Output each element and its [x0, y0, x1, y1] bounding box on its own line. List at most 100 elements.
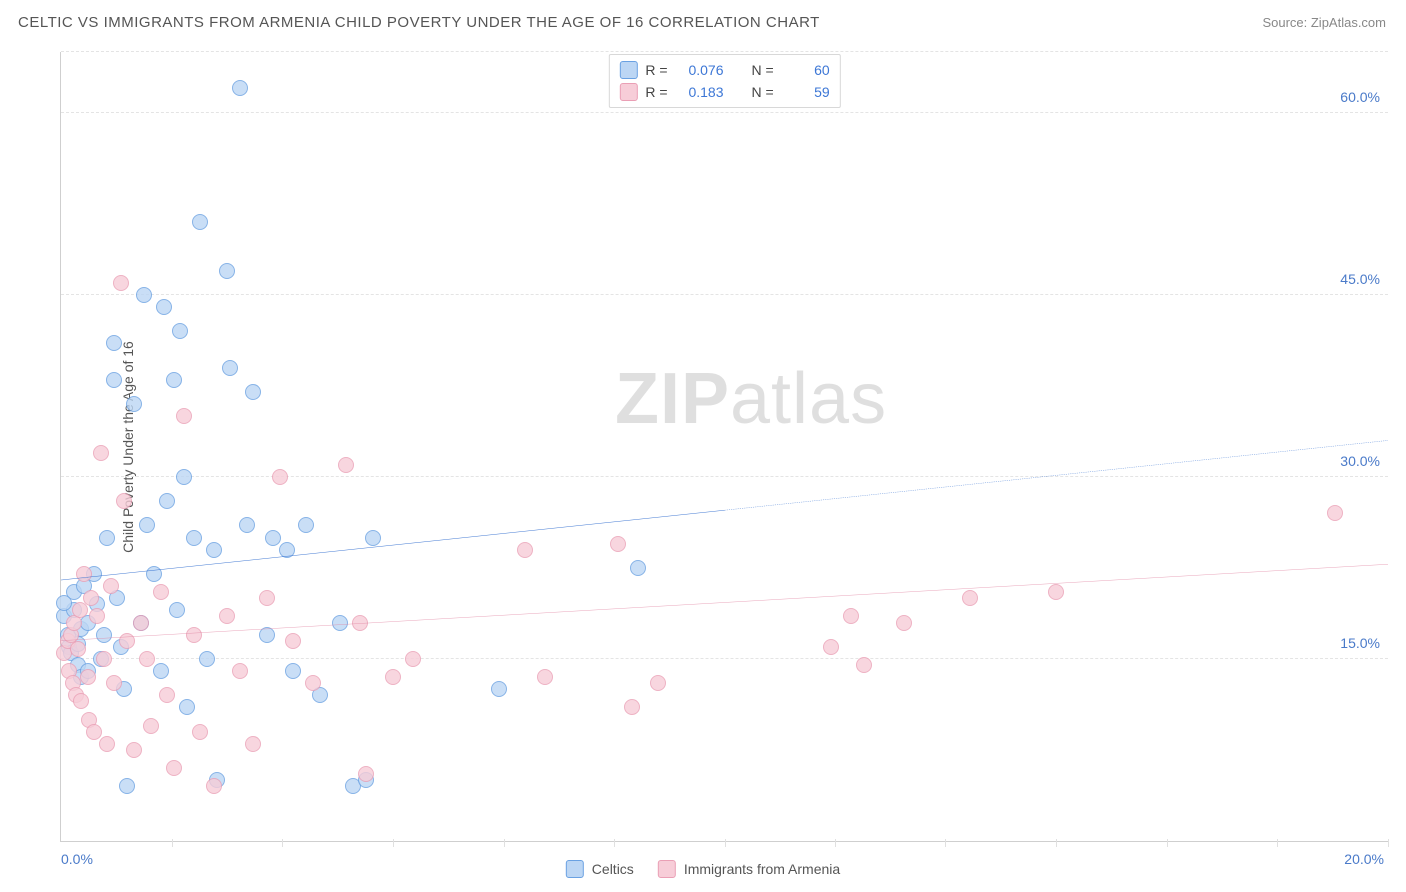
celtics-point [96, 627, 112, 643]
celtics-point [99, 530, 115, 546]
celtics-point [106, 372, 122, 388]
celtics-point [279, 542, 295, 558]
celtics-point [239, 517, 255, 533]
armenia-point [72, 602, 88, 618]
armenia-point [153, 584, 169, 600]
armenia-point [206, 778, 222, 794]
celtics-point [259, 627, 275, 643]
armenia-point [962, 590, 978, 606]
armenia-point [338, 457, 354, 473]
armenia-point [1048, 584, 1064, 600]
celtics-point [153, 663, 169, 679]
armenia-point [186, 627, 202, 643]
n-label: N = [752, 81, 774, 103]
gridline-v [282, 839, 283, 847]
armenia-label: Immigrants from Armenia [684, 861, 840, 877]
y-tick-label: 45.0% [1340, 271, 1380, 287]
armenia-point [176, 408, 192, 424]
armenia-point [93, 445, 109, 461]
armenia-point [843, 608, 859, 624]
armenia-point [126, 742, 142, 758]
celtics-point [285, 663, 301, 679]
armenia-point [245, 736, 261, 752]
armenia-point [259, 590, 275, 606]
celtics-point [222, 360, 238, 376]
armenia-point [272, 469, 288, 485]
armenia-point [113, 275, 129, 291]
watermark-zip: ZIP [615, 359, 730, 439]
celtics-point [365, 530, 381, 546]
y-tick-label: 60.0% [1340, 89, 1380, 105]
armenia-point [96, 651, 112, 667]
gridline-v [835, 839, 836, 847]
celtics-point [156, 299, 172, 315]
gridline-v [945, 839, 946, 847]
gridline-v [504, 839, 505, 847]
celtics-point [126, 396, 142, 412]
x-tick-max: 20.0% [1344, 851, 1384, 867]
armenia-point [99, 736, 115, 752]
celtics-point [119, 778, 135, 794]
armenia-point [232, 663, 248, 679]
celtics-point [245, 384, 261, 400]
r-label: R = [645, 59, 667, 81]
gridline-v [1388, 839, 1389, 847]
armenia-point [119, 633, 135, 649]
celtics-point [192, 214, 208, 230]
celtics-point [298, 517, 314, 533]
armenia-point [405, 651, 421, 667]
celtics-label: Celtics [592, 861, 634, 877]
watermark: ZIPatlas [615, 358, 887, 440]
gridline-h [61, 112, 1388, 113]
armenia-point [80, 669, 96, 685]
armenia-point [116, 493, 132, 509]
gridline-h [61, 476, 1388, 477]
armenia-swatch-icon [658, 860, 676, 878]
armenia-point [70, 641, 86, 657]
armenia-point [192, 724, 208, 740]
celtics-point [232, 80, 248, 96]
armenia-point [139, 651, 155, 667]
celtics-point [206, 542, 222, 558]
chart-title: CELTIC VS IMMIGRANTS FROM ARMENIA CHILD … [18, 14, 820, 31]
celtics-point [159, 493, 175, 509]
armenia-point [159, 687, 175, 703]
armenia-point [610, 536, 626, 552]
celtics-r-value: 0.076 [676, 59, 724, 81]
armenia-point [305, 675, 321, 691]
celtics-point [176, 469, 192, 485]
legend-item-armenia: Immigrants from Armenia [658, 860, 840, 878]
source-attribution: Source: ZipAtlas.com [1262, 15, 1386, 30]
gridline-v [1277, 839, 1278, 847]
celtics-point [136, 287, 152, 303]
chart-area: Child Poverty Under the Age of 16 ZIPatl… [50, 52, 1388, 842]
armenia-n-value: 59 [782, 81, 830, 103]
armenia-r-value: 0.183 [676, 81, 724, 103]
celtics-point [199, 651, 215, 667]
gridline-v [1167, 839, 1168, 847]
celtics-point [186, 530, 202, 546]
celtics-swatch-icon [566, 860, 584, 878]
celtics-point [169, 602, 185, 618]
celtics-n-value: 60 [782, 59, 830, 81]
armenia-point [133, 615, 149, 631]
armenia-point [86, 724, 102, 740]
source-link[interactable]: ZipAtlas.com [1311, 15, 1386, 30]
celtics-point [332, 615, 348, 631]
correlation-legend: R = 0.076 N = 60 R = 0.183 N = 59 [608, 54, 840, 108]
armenia-point [896, 615, 912, 631]
r-label: R = [645, 81, 667, 103]
y-tick-label: 30.0% [1340, 453, 1380, 469]
armenia-point [624, 699, 640, 715]
celtics-point [630, 560, 646, 576]
series-legend: Celtics Immigrants from Armenia [566, 860, 840, 878]
celtics-point [56, 595, 72, 611]
armenia-point [650, 675, 666, 691]
gridline-h [61, 294, 1388, 295]
celtics-point [172, 323, 188, 339]
armenia-point [106, 675, 122, 691]
celtics-point [166, 372, 182, 388]
armenia-point [1327, 505, 1343, 521]
armenia-point [385, 669, 401, 685]
celtics-point [139, 517, 155, 533]
